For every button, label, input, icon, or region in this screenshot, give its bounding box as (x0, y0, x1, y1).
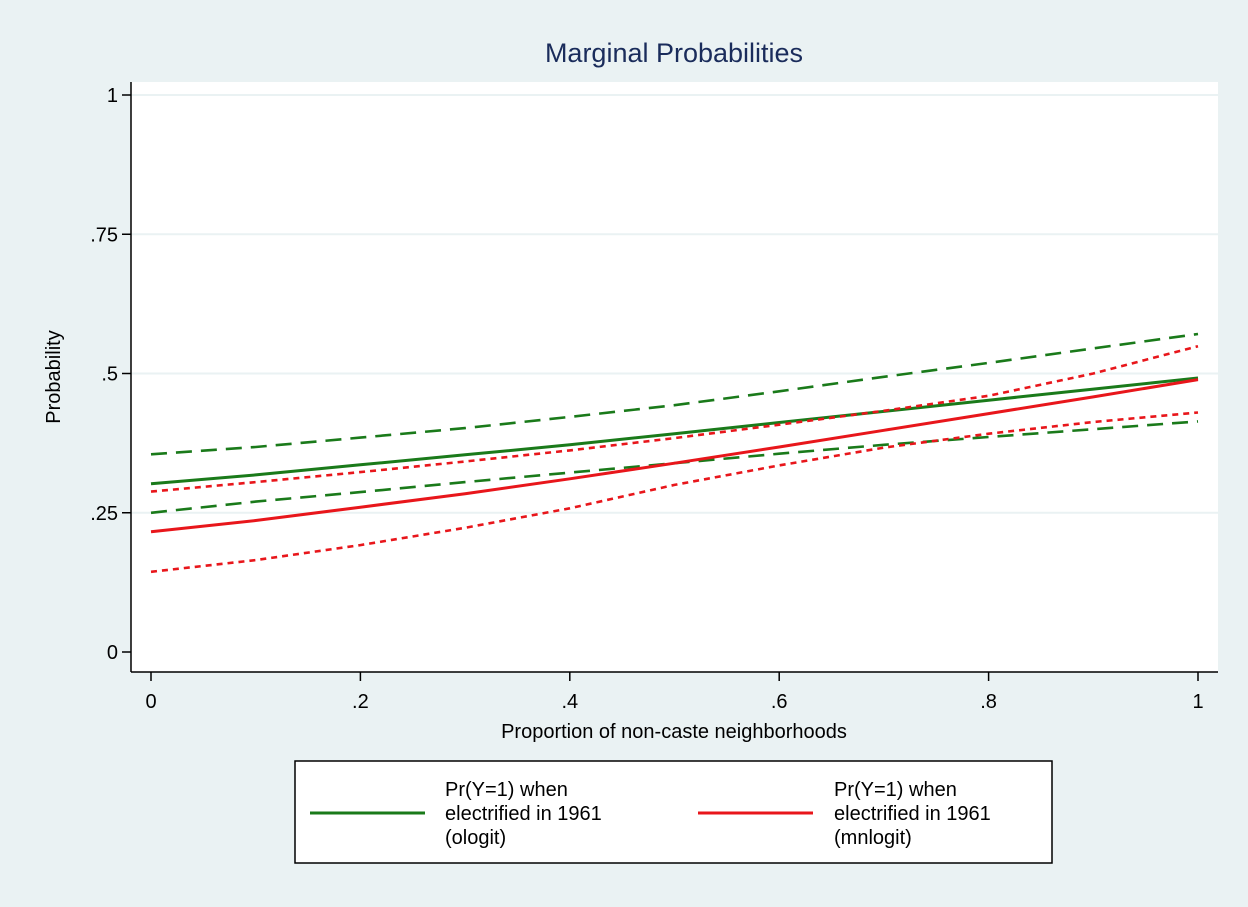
y-axis-ticks: 0 .25 .5 .75 1 (90, 85, 131, 664)
series-line-mnlogit-lower-bound (150, 411, 1199, 574)
y-axis-title: Probability (43, 330, 65, 423)
x-tick-label: .2 (352, 691, 369, 713)
legend-label: electrified in 1961 (445, 803, 602, 825)
plot-area (131, 82, 1218, 672)
y-tick-label: 0 (107, 642, 118, 664)
series-line-pr-y-1-when-electrified-in-1961-ologit (150, 376, 1199, 486)
y-tick-label: .75 (90, 224, 118, 246)
legend-label: Pr(Y=1) when (834, 779, 957, 801)
grid-lines (131, 94, 1218, 514)
series-lines (150, 332, 1199, 574)
legend-label: (mnlogit) (834, 827, 912, 849)
x-tick-label: .8 (980, 691, 997, 713)
x-axis-title: Proportion of non-caste neighborhoods (501, 721, 847, 743)
x-tick-label: .6 (771, 691, 788, 713)
y-tick-label: 1 (107, 85, 118, 107)
y-tick-label: .25 (90, 503, 118, 525)
legend-label: Pr(Y=1) when (445, 779, 568, 801)
y-tick-label: .5 (101, 364, 118, 386)
legend-label: (ologit) (445, 827, 506, 849)
x-tick-label: .4 (561, 691, 578, 713)
series-line-pr-y-1-when-electrified-in-1961-mnlogit (150, 378, 1199, 534)
legend-label: electrified in 1961 (834, 803, 991, 825)
x-tick-label: 1 (1192, 691, 1203, 713)
series-line-ologit-upper-bound (150, 332, 1199, 456)
chart-title: Marginal Probabilities (545, 38, 803, 68)
x-tick-label: 0 (145, 691, 156, 713)
x-axis-ticks: 0 .2 .4 .6 .8 1 (145, 672, 1204, 713)
